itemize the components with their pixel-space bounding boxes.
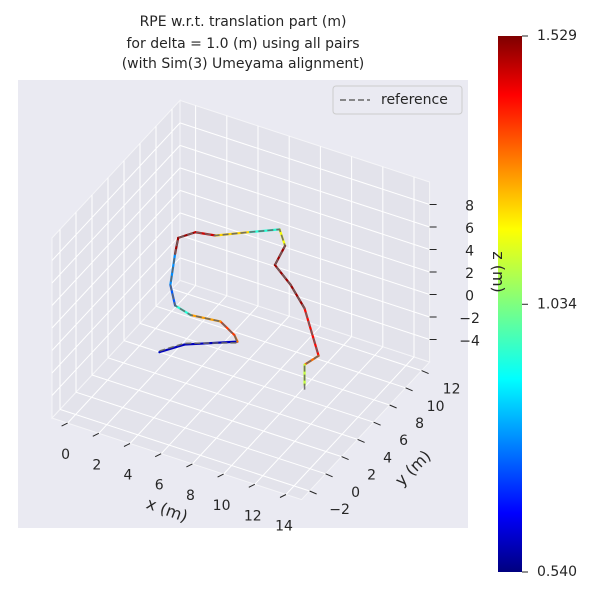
x-tick-label: 10 [213,498,231,514]
grid-line [285,356,415,495]
trajectory-segment [158,343,186,354]
grid-line [254,346,384,485]
grid-line [51,167,181,306]
trajectory-segment [183,340,239,346]
grid-line [67,285,196,424]
z-tick-label: 0 [465,289,474,305]
grid-line [179,212,430,295]
y-tick-label: 8 [415,416,424,432]
grid-line [91,374,342,458]
y-tick-label: 6 [399,433,408,449]
grid-line [51,122,181,261]
grid-line [139,322,390,406]
z-tick-label: 4 [465,244,474,260]
grid-line [129,305,259,444]
grid-line [179,189,430,273]
title-line: RPE w.r.t. translation part (m) [140,14,347,30]
grid-line [179,234,430,318]
reference-line [159,228,320,391]
x-tick-label: 4 [124,468,133,484]
legend-box [332,85,463,115]
x-tick-label: 6 [155,478,164,494]
tick-mark [341,456,349,461]
x-tick-label: 8 [186,488,195,504]
grid-line [107,357,358,440]
tick-mark [154,453,162,458]
grid-line [171,288,422,372]
tick-mark [186,463,193,468]
tick-mark [389,404,397,409]
tick-mark [217,473,224,478]
tick-mark [421,370,429,375]
grid-line [179,167,430,250]
grid-line [51,190,181,329]
x-tick-label: 2 [92,457,101,473]
z-tick-label: 2 [465,266,474,282]
z-tick-label: −4 [459,334,480,350]
tick-mark [61,422,68,427]
z-tick-label: 8 [465,199,474,215]
y-tick-label: 10 [427,399,445,415]
grid-line [51,145,181,284]
colorbar-tick-label: 1.529 [537,28,577,44]
grid-line [51,257,181,396]
grid-line [192,325,321,465]
grid-line [123,340,374,423]
tick-mark [357,438,365,443]
grid-line [155,305,406,389]
grid-line [179,144,430,228]
tick-mark [373,421,381,426]
colorbar [498,36,522,572]
x-tick-label: 0 [61,447,70,463]
grid-line [59,408,310,492]
grid-line [160,315,290,455]
grid-line [179,122,430,205]
grid-line [51,235,181,374]
y-tick-label: −2 [329,502,350,518]
grid-line [51,212,181,351]
legend-label: reference [381,92,448,108]
z-tick-label: −2 [459,311,480,327]
grid-line [179,257,430,340]
y-tick-label: 2 [367,468,376,484]
tick-mark [123,443,131,447]
tick-mark [279,494,287,498]
tick-mark [92,432,100,437]
title-line: for delta = 1.0 (m) using all pairs [127,36,360,52]
tick-mark [248,483,256,488]
grid-line [75,391,326,475]
z-tick-label: 6 [465,221,474,237]
tick-mark [405,387,413,392]
colorbar-tick-label: 1.034 [537,296,577,312]
colorbar-tick-label: 0.540 [537,564,577,580]
title-line: (with Sim(3) Umeyama alignment) [122,56,365,72]
y-tick-label: 4 [383,450,392,466]
z-axis-label: z (m) [489,251,508,293]
tick-mark [309,490,317,495]
x-tick-label: 14 [275,519,293,535]
x-tick-label: 12 [244,508,262,524]
y-tick-label: 0 [351,485,360,501]
y-tick-label: 12 [443,382,461,398]
tick-mark [325,473,333,478]
grid-line [223,336,352,475]
